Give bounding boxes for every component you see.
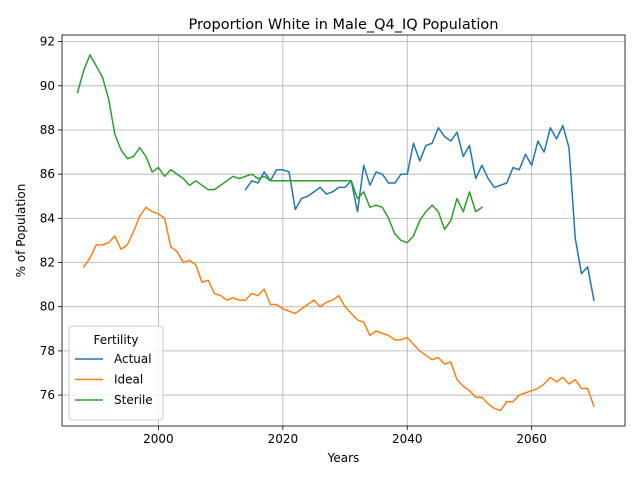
series-line-sterile [76, 54, 483, 244]
x-tick-label: 2040 [392, 432, 423, 446]
x-axis-ticks: 2000 2020 2040 2060 [143, 426, 547, 446]
y-tick-label: 86 [40, 167, 55, 181]
y-tick-label: 84 [40, 211, 55, 225]
y-tick-label: 82 [40, 256, 55, 270]
x-axis-label: Years [327, 451, 360, 465]
legend-label-sterile: Sterile [114, 393, 153, 407]
legend: Fertility Actual Ideal Sterile [68, 325, 164, 421]
chart-title: Proportion White in Male_Q4_IQ Populatio… [189, 17, 499, 33]
grid-lines [62, 35, 625, 426]
series-line-actual [244, 124, 595, 301]
legend-box [68, 325, 164, 421]
y-tick-label: 88 [40, 123, 55, 137]
y-axis-label: % of Population [14, 184, 28, 278]
legend-label-ideal: Ideal [114, 373, 143, 387]
y-tick-label: 76 [40, 388, 55, 402]
legend-label-actual: Actual [114, 352, 152, 366]
legend-title: Fertility [93, 333, 138, 347]
y-tick-label: 92 [40, 35, 55, 49]
x-tick-label: 2020 [268, 432, 299, 446]
x-tick-label: 2060 [516, 432, 547, 446]
y-tick-label: 90 [40, 79, 55, 93]
plot-area-frame [61, 34, 626, 427]
y-tick-label: 80 [40, 300, 55, 314]
y-tick-label: 78 [40, 344, 55, 358]
series-lines [76, 54, 595, 412]
x-tick-label: 2000 [143, 432, 174, 446]
series-line-ideal [82, 206, 595, 412]
legend-items: Actual Ideal Sterile [75, 352, 153, 407]
y-axis-ticks: 76 78 80 82 84 86 88 90 92 [40, 35, 62, 402]
